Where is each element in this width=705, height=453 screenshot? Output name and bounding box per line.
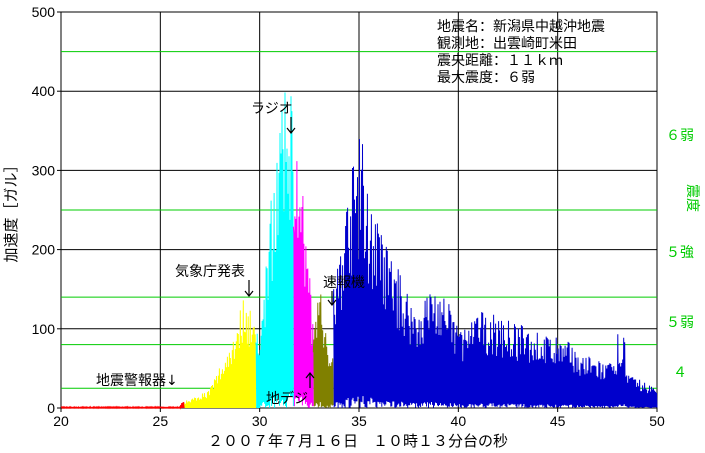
annotation-label: 速報機 xyxy=(323,275,365,291)
y-tick-label: 200 xyxy=(32,242,56,258)
x-tick-label: 40 xyxy=(451,413,467,429)
intensity-label: ６弱 xyxy=(666,128,694,144)
y-tick-label: 300 xyxy=(32,162,56,178)
x-tick-label: 35 xyxy=(351,413,367,429)
y-axis-label: 加速度［ガル］ xyxy=(2,157,20,262)
intensity-label: ５強 xyxy=(666,245,694,261)
x-tick-label: 25 xyxy=(153,413,169,429)
annotation-label: 気象庁発表 xyxy=(175,264,245,280)
x-tick-label: 45 xyxy=(550,413,566,429)
annotation-arrowhead xyxy=(305,372,315,379)
trace-segment-blue xyxy=(332,139,658,409)
info-line: 地震名：新潟県中越沖地震 xyxy=(437,19,605,35)
info-line: 観測地：出雲崎町米田 xyxy=(437,35,577,52)
trace-segment-magenta xyxy=(292,161,314,408)
y-tick-label: 400 xyxy=(32,83,56,99)
annotation-label: 地デジ xyxy=(266,390,308,407)
trace-segment-red xyxy=(60,401,185,410)
annotation-arrowhead xyxy=(244,290,254,297)
intensity-axis-label: 震度 xyxy=(684,184,700,212)
x-axis-label: ２００７年７月１６日 １０時１３分台の秒 xyxy=(208,432,508,450)
info-line: 震央距離：１１ｋｍ xyxy=(437,52,563,69)
annotation-label: ラジオ xyxy=(251,101,293,117)
annotation-label: 地震警報器↓ xyxy=(96,373,178,389)
info-line: 最大震度：６弱 xyxy=(437,70,535,86)
y-tick-label: 500 xyxy=(32,4,56,20)
annotation-arrowhead xyxy=(286,127,296,134)
y-tick-label: 100 xyxy=(32,321,56,337)
x-tick-label: 30 xyxy=(252,413,268,429)
annotation-arrowhead xyxy=(327,299,337,306)
trace-segment-olive xyxy=(312,294,334,408)
trace-segment-cyan xyxy=(255,92,294,409)
intensity-label: ５弱 xyxy=(666,315,694,331)
y-tick-label: 0 xyxy=(47,400,55,416)
x-tick-label: 50 xyxy=(649,413,665,429)
trace-segment-yellow xyxy=(184,300,257,409)
waveform-trace xyxy=(60,92,658,410)
intensity-label: ４ xyxy=(673,365,687,381)
x-tick-label: 20 xyxy=(53,413,69,429)
